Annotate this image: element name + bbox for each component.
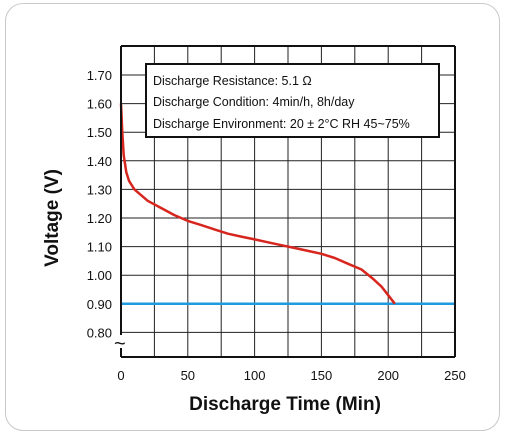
x-tick-label: 150 xyxy=(311,368,333,383)
y-tick-label: 1.00 xyxy=(87,268,112,283)
y-tick-label: 1.50 xyxy=(87,125,112,140)
y-tick-label: 0.80 xyxy=(87,325,112,340)
x-tick-label: 200 xyxy=(377,368,399,383)
annotation-condition: Discharge Condition: 4min/h, 8h/day xyxy=(153,95,355,109)
x-tick-label: 100 xyxy=(244,368,266,383)
y-tick-label: 1.20 xyxy=(87,211,112,226)
y-tick-label: 0.90 xyxy=(87,297,112,312)
x-tick-label: 250 xyxy=(444,368,466,383)
y-tick-label: 1.10 xyxy=(87,240,112,255)
y-tick-label: 1.30 xyxy=(87,182,112,197)
plot-border xyxy=(120,45,456,358)
discharge-curve-layer xyxy=(119,103,396,305)
discharge-curve xyxy=(119,103,396,305)
y-tick-label: 1.40 xyxy=(87,154,112,169)
x-tick-label: 50 xyxy=(181,368,195,383)
x-axis-title: Discharge Time (Min) xyxy=(189,394,381,415)
x-tick-labels: 0 50 100 150 200 250 xyxy=(117,368,465,383)
annotation-box: Discharge Resistance: 5.1 Ω Discharge Co… xyxy=(145,63,440,138)
y-tick-labels: 0.80 0.90 1.00 1.10 1.20 1.30 1.40 1.50 1.60 1.70 xyxy=(87,68,112,340)
y-axis-title: Voltage (V) xyxy=(42,169,63,267)
y-tick-label: 1.60 xyxy=(87,97,112,112)
annotation-resistance: Discharge Resistance: 5.1 Ω xyxy=(153,74,312,88)
axis-break-symbol: ~ xyxy=(114,333,126,355)
annotation-environment: Discharge Environment: 20 ± 2°C RH 45~75… xyxy=(153,117,410,131)
y-tick-label: 1.70 xyxy=(87,68,112,83)
x-tick-label: 0 xyxy=(117,368,124,383)
